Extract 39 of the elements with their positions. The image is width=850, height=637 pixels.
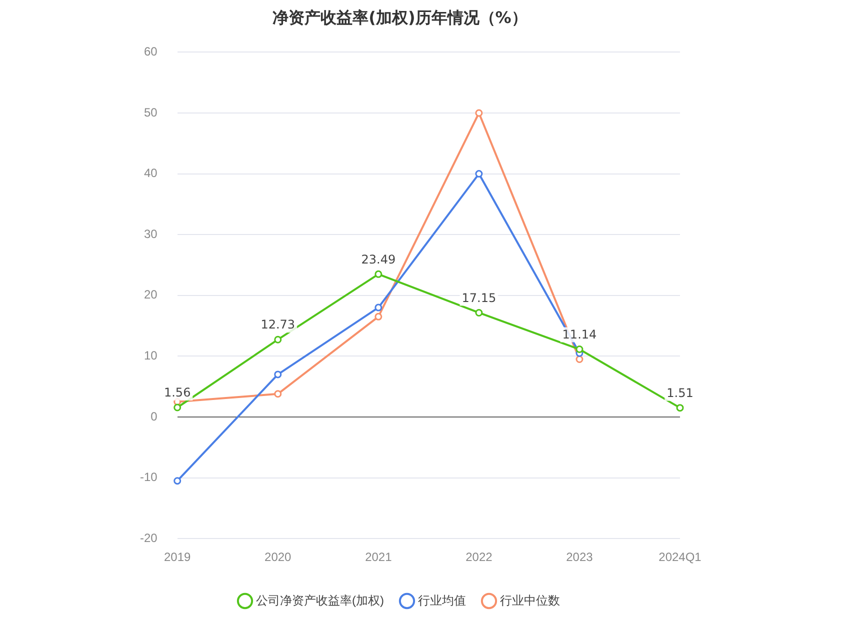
point — [274, 370, 282, 378]
legend-label: 行业中位数 — [500, 593, 560, 608]
x-tick-label: 2020 — [264, 550, 292, 564]
data-label: 12.73 — [260, 318, 296, 332]
point — [374, 312, 382, 320]
x-tick-label: 2019 — [164, 550, 192, 564]
data-label: 11.14 — [562, 327, 597, 342]
y-tick-label: 0 — [150, 409, 158, 424]
y-tick-label: 30 — [144, 226, 158, 241]
point — [475, 170, 483, 178]
chart-title: 净资产收益率(加权)历年情况（%） — [272, 8, 528, 27]
point — [576, 355, 584, 363]
data-label: 23.49 — [361, 252, 396, 266]
x-tick-label: 2021 — [365, 550, 392, 564]
y-tick-label: -10 — [140, 470, 158, 484]
x-tick-label: 2022 — [466, 550, 493, 564]
data-label: 1.51 — [666, 386, 694, 400]
point — [374, 270, 382, 278]
point — [576, 346, 584, 354]
point — [475, 109, 483, 117]
y-tick-label: 60 — [144, 44, 158, 59]
point — [274, 390, 282, 398]
data-label: 1.56 — [164, 386, 191, 400]
y-tick-label: 10 — [144, 348, 158, 363]
legend-label: 行业均值 — [418, 593, 466, 608]
y-tick-label: 40 — [144, 166, 158, 180]
x-tick-label: 2024Q1 — [658, 550, 702, 564]
legend-label: 公司净资产收益率(加权) — [256, 593, 384, 608]
point — [374, 304, 382, 312]
data-label: 17.15 — [462, 290, 496, 305]
x-tick-label: 2023 — [566, 550, 594, 564]
y-tick-label: -20 — [140, 530, 158, 545]
y-tick-label: 20 — [144, 288, 158, 302]
point — [676, 404, 684, 412]
point — [174, 404, 182, 412]
point — [475, 308, 483, 316]
y-tick-label: 50 — [144, 105, 158, 120]
point — [174, 477, 182, 485]
point — [274, 336, 282, 344]
